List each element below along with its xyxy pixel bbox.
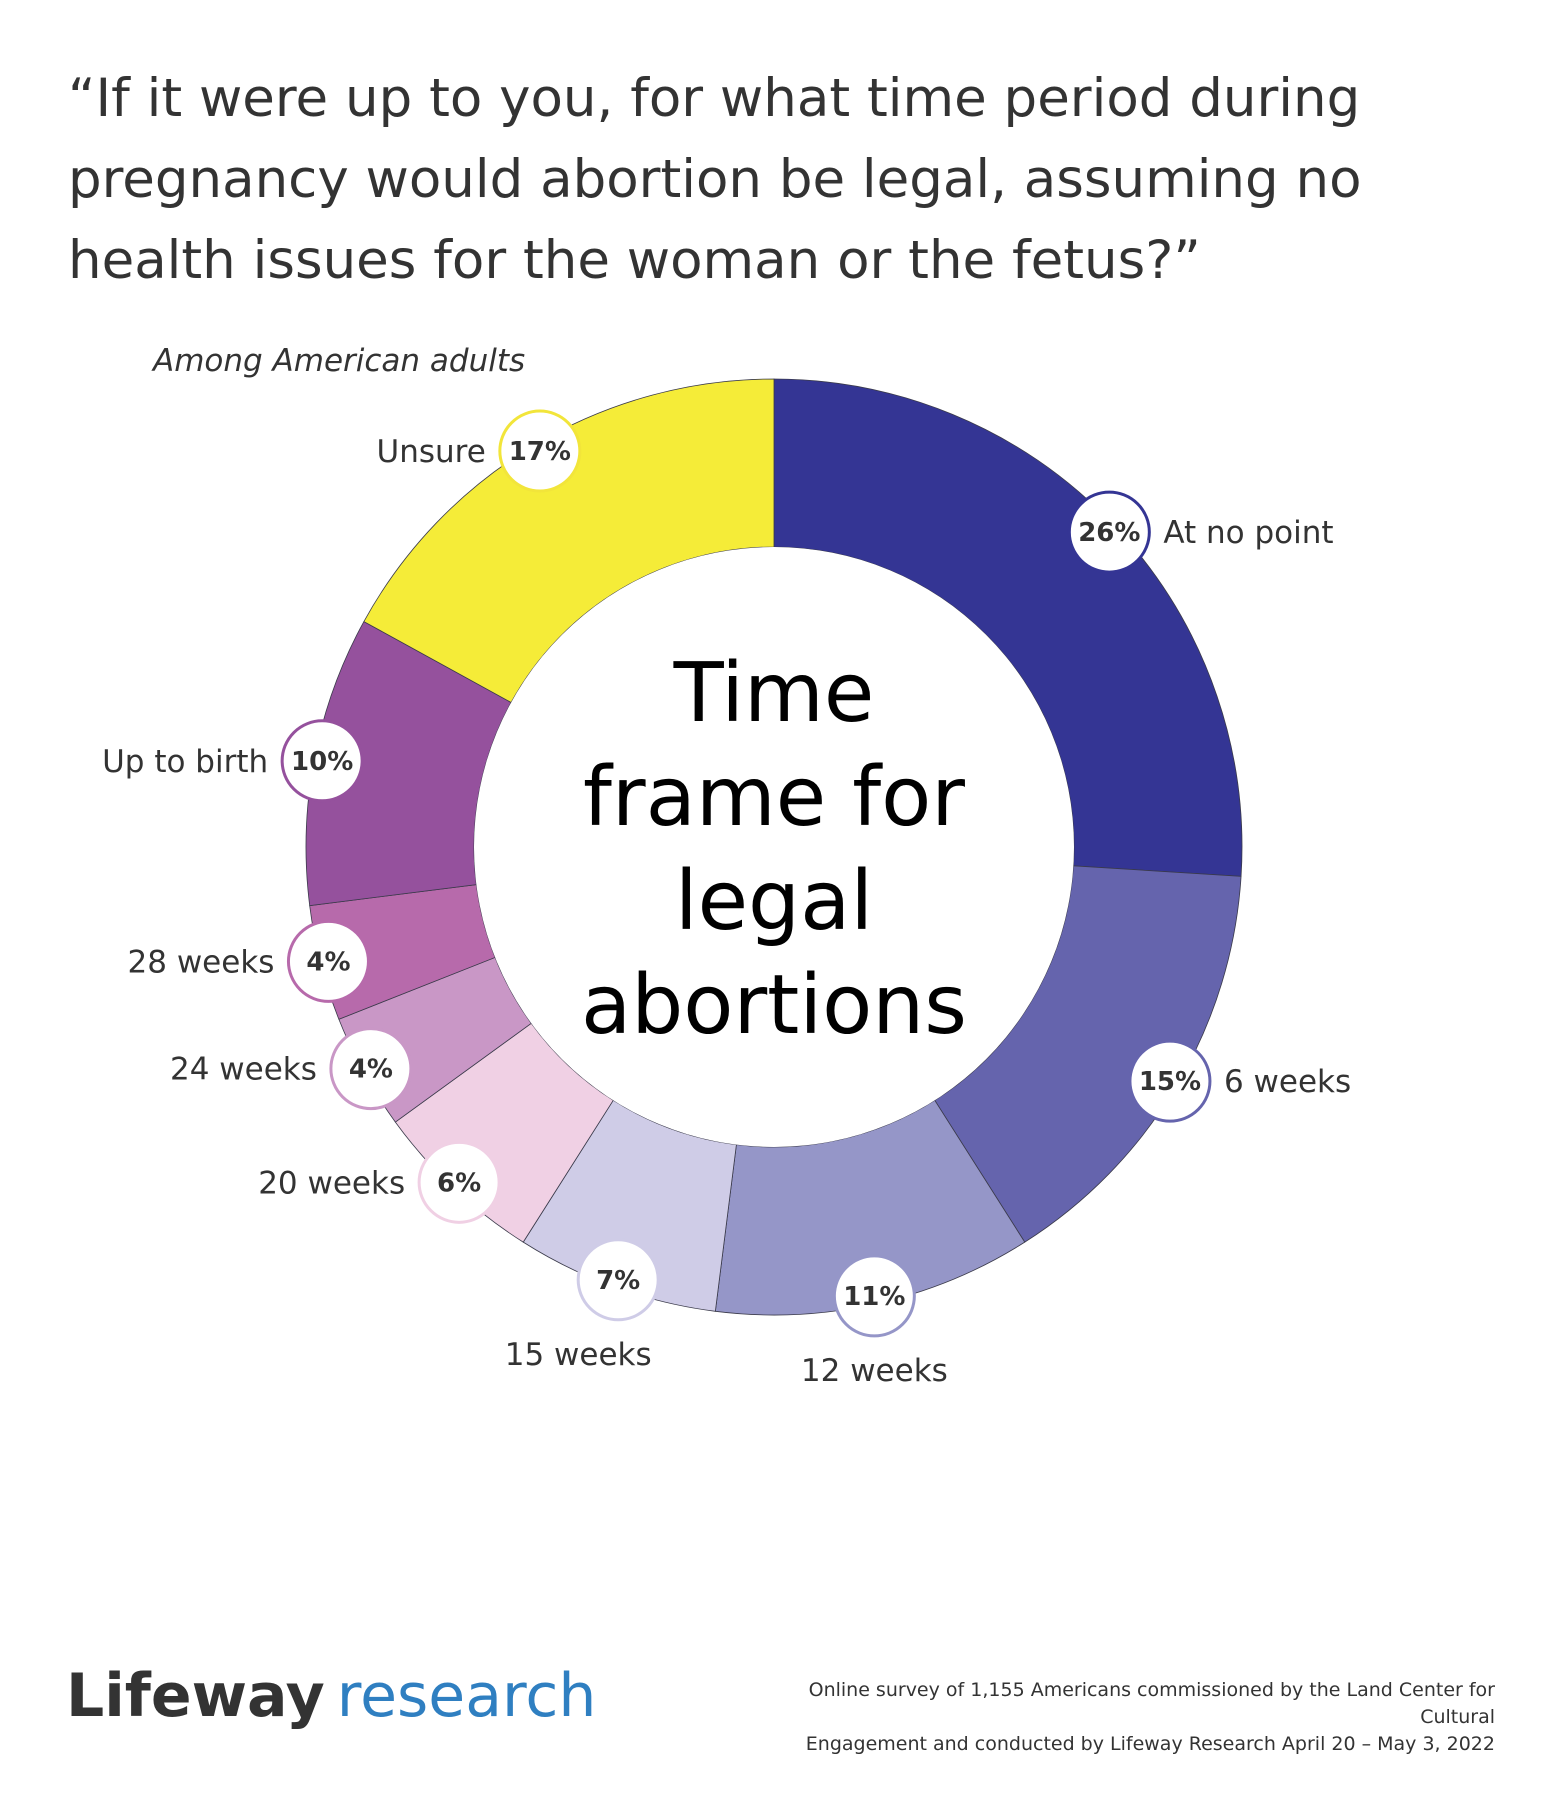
donut-hole — [474, 547, 1074, 1147]
badge-circle — [417, 1140, 501, 1224]
value-label: 11% — [843, 1282, 905, 1312]
value-badge-15-weeks: 7% — [576, 1238, 660, 1322]
brand-logo: Lifeway research — [66, 1660, 596, 1732]
chart-title: “If it were up to you, for what time per… — [68, 68, 1362, 291]
center-text-line: Time — [673, 646, 875, 741]
center-text-line: legal — [675, 854, 873, 949]
category-label-up-to-birth: Up to birth — [102, 744, 268, 780]
slice-labels: 26% At no point 15% 6 weeks 11% 12 weeks 7% 15 … — [102, 409, 1351, 1389]
value-badge-6-weeks: 15% — [1128, 1039, 1212, 1123]
value-badge-unsure: 17% — [498, 409, 582, 493]
badge-circle — [1128, 1039, 1212, 1123]
category-label-12-weeks: 12 weeks — [801, 1353, 948, 1389]
category-label-unsure: Unsure — [377, 434, 486, 470]
value-label: 6% — [437, 1168, 481, 1198]
category-label-6-weeks: 6 weeks — [1224, 1064, 1351, 1100]
badge-circle — [286, 919, 370, 1003]
value-label: 4% — [349, 1055, 393, 1085]
badge-circle — [280, 719, 364, 803]
category-label-24-weeks: 24 weeks — [170, 1052, 317, 1088]
badge-circle — [329, 1027, 413, 1111]
badge-circle — [1067, 490, 1151, 574]
category-label-28-weeks: 28 weeks — [128, 944, 275, 980]
badge-circle — [576, 1238, 660, 1322]
value-label: 4% — [306, 947, 350, 977]
badge-circle — [832, 1254, 916, 1338]
value-label: 7% — [596, 1266, 640, 1296]
source-line-2: Engagement and conducted by Lifeway Rese… — [805, 1733, 1495, 1755]
value-label: 15% — [1139, 1067, 1201, 1097]
value-label: 17% — [509, 437, 571, 467]
value-badge-20-weeks: 6% — [417, 1140, 501, 1224]
value-label: 26% — [1078, 518, 1140, 548]
value-badge-up-to-birth: 10% — [280, 719, 364, 803]
center-text-line: frame for — [583, 750, 965, 845]
donut-slices — [305, 378, 1243, 1316]
value-badge-24-weeks: 4% — [329, 1027, 413, 1111]
category-label-15-weeks: 15 weeks — [505, 1337, 652, 1373]
source-note: Online survey of 1,155 Americans commiss… — [735, 1677, 1495, 1758]
value-badge-12-weeks: 11% — [832, 1254, 916, 1338]
brand-subname: research — [336, 1661, 597, 1731]
center-text-line: abortions — [581, 958, 967, 1053]
value-badge-at-no-point: 26% — [1067, 490, 1151, 574]
chart-subtitle: Among American adults — [153, 343, 526, 379]
category-label-at-no-point: At no point — [1163, 515, 1333, 551]
category-label-20-weeks: 20 weeks — [258, 1165, 405, 1201]
brand-name: Lifeway — [66, 1661, 325, 1731]
value-badge-28-weeks: 4% — [286, 919, 370, 1003]
source-line-1: Online survey of 1,155 Americans commiss… — [808, 1679, 1495, 1728]
badge-circle — [498, 409, 582, 493]
value-label: 10% — [291, 747, 353, 777]
